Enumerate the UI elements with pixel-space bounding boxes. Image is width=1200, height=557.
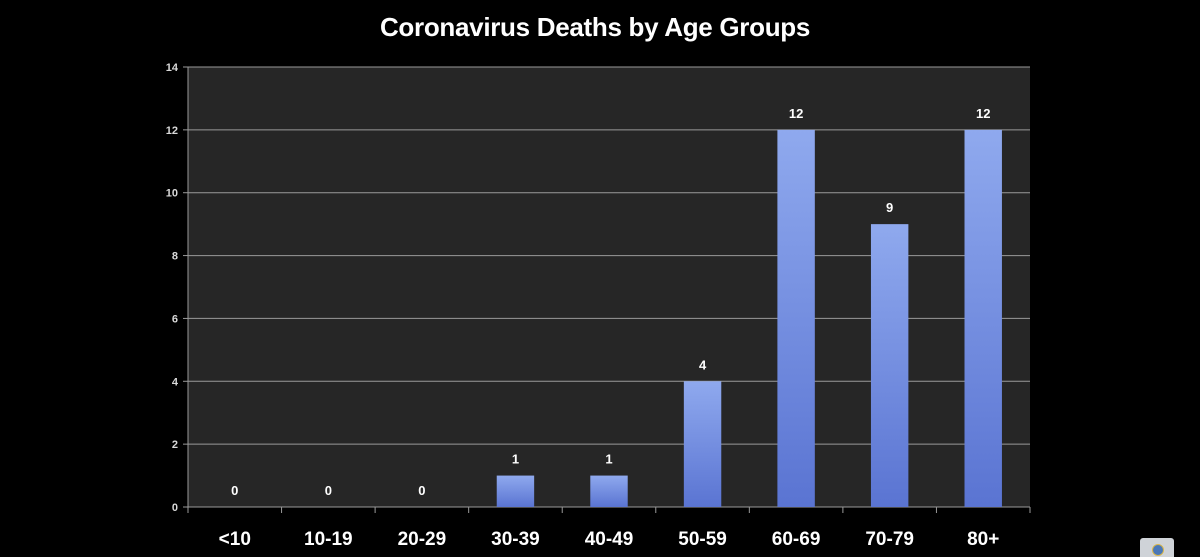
data-labels: 0 0 0 1 1 4 12 9 12 [231,106,990,498]
bar-80+ [964,129,1002,507]
bar-50-59 [683,381,722,507]
y-tick-label: 12 [166,125,178,137]
x-tick-label: <10 [219,529,251,550]
x-tick-labels: <10 10-19 20-29 30-39 40-49 50-59 60-69 70-79 80… [219,529,1000,550]
x-tick-label: 10-19 [304,529,353,550]
bar-70-79 [870,224,909,507]
y-tick-label: 2 [172,439,178,451]
bars [496,129,1002,507]
y-tick-label: 8 [172,251,178,263]
y-tick-label: 0 [172,502,178,514]
data-label: 1 [512,452,519,467]
x-tick-label: 40-49 [585,529,634,550]
data-label: 9 [886,200,893,215]
x-tick-label: 80+ [967,529,999,550]
video-player-badge-icon[interactable] [1140,538,1174,557]
y-tick-label: 10 [166,188,178,200]
chart-title: Coronavirus Deaths by Age Groups [379,12,811,42]
x-tick-label: 60-69 [772,529,821,550]
y-tick-label: 6 [172,313,178,325]
bar-60-69 [777,129,815,507]
data-label: 0 [231,483,238,498]
bar-40-49 [590,475,628,507]
y-tick-label: 14 [166,62,179,74]
data-label: 1 [605,452,612,467]
y-tick-labels: 0 2 4 6 8 10 12 14 [166,62,179,514]
data-label: 12 [976,106,990,121]
y-tick-label: 4 [172,376,179,388]
x-tick-label: 30-39 [491,529,540,550]
x-tick-label: 50-59 [678,529,727,550]
data-label: 4 [699,357,707,372]
bar-30-39 [496,475,535,507]
data-label: 0 [325,483,332,498]
x-tick-label: 70-79 [865,529,914,550]
data-label: 0 [418,483,425,498]
x-tick-label: 20-29 [398,529,447,550]
data-label: 12 [789,106,803,121]
